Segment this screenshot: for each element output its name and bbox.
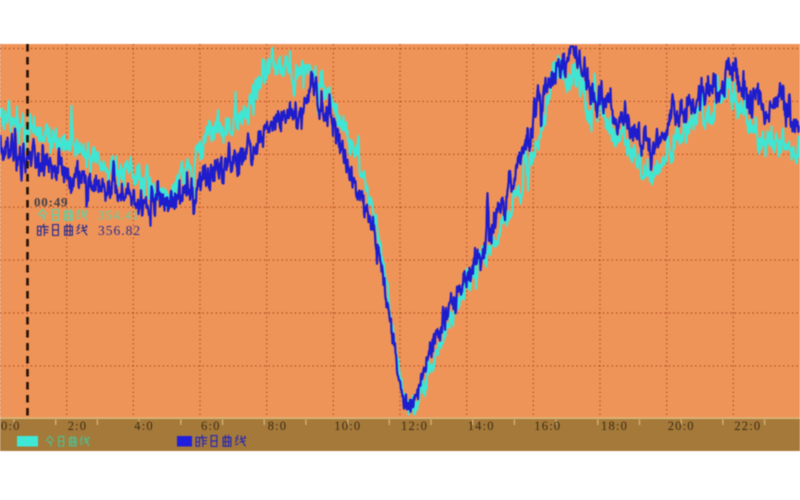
svg-text:16:0: 16:0 (534, 419, 561, 433)
svg-text:4:0: 4:0 (134, 419, 154, 433)
svg-text:22:0: 22:0 (734, 419, 761, 433)
svg-text:356.82: 356.82 (98, 223, 141, 238)
svg-text:00:49: 00:49 (34, 195, 68, 210)
svg-text:10:0: 10:0 (334, 419, 361, 433)
svg-text:20:0: 20:0 (668, 419, 695, 433)
svg-text:6:0: 6:0 (201, 419, 221, 433)
svg-text:12:0: 12:0 (401, 419, 428, 433)
svg-text:2:0: 2:0 (68, 419, 88, 433)
svg-text:354.41: 354.41 (98, 208, 140, 223)
svg-text:14:0: 14:0 (468, 419, 495, 433)
svg-text:18:0: 18:0 (601, 419, 628, 433)
svg-text:8:0: 8:0 (268, 419, 288, 433)
svg-text:0:0: 0:0 (1, 419, 21, 433)
